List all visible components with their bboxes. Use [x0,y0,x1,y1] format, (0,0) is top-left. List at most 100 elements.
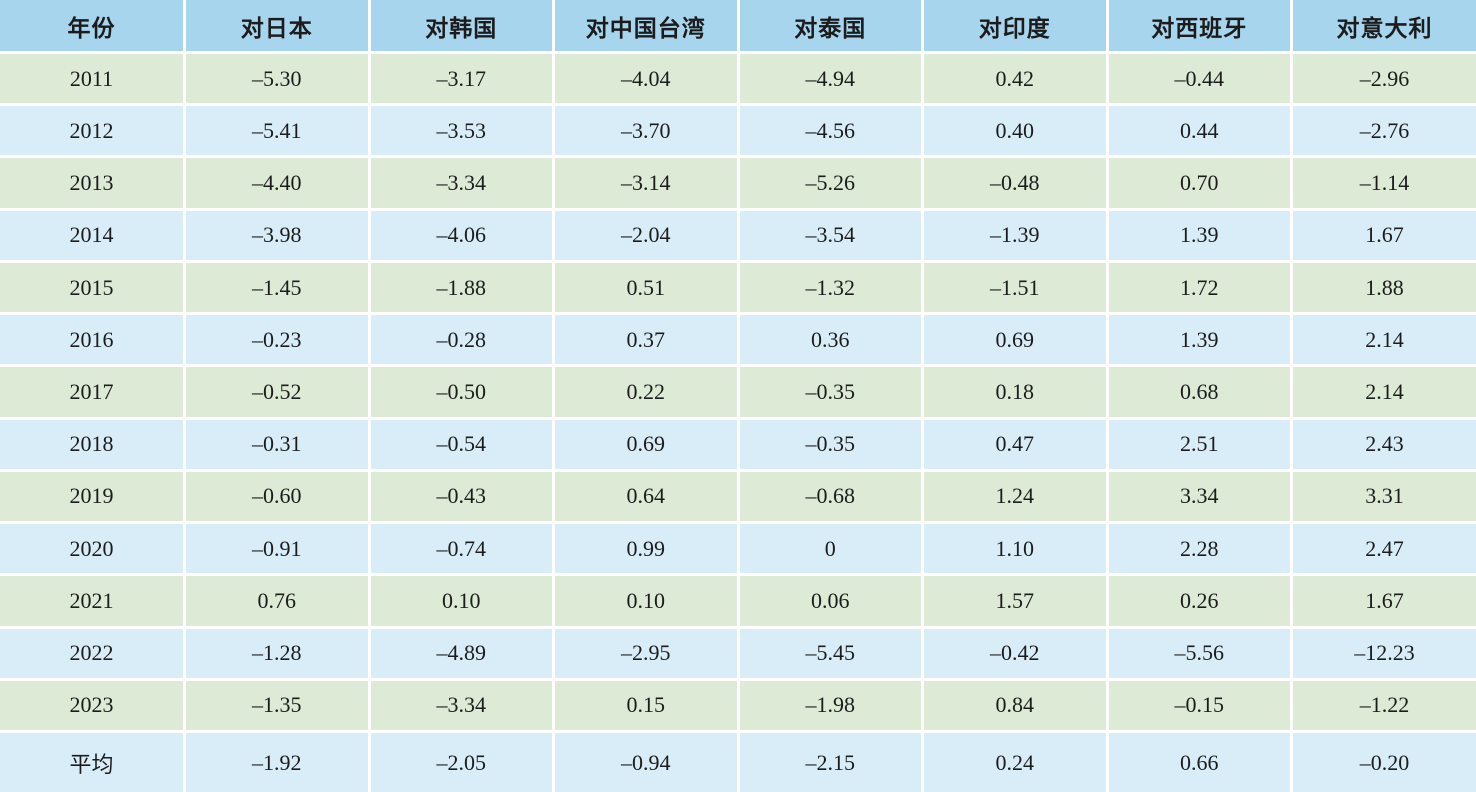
value-cell: 0.06 [736,573,924,629]
column-header-spain: 对西班牙 [1105,0,1293,54]
value-cell: 0.66 [1105,730,1293,792]
value-cell: –5.26 [736,155,924,211]
table-row: 2013 –4.40 –3.34 –3.14 –5.26 –0.48 0.70 … [0,155,1476,211]
value-cell: 3.31 [1290,468,1476,525]
year-cell: 2019 [0,468,186,525]
column-header-korea: 对韩国 [367,0,555,54]
value-cell: –0.28 [367,312,555,368]
table-row: 2015 –1.45 –1.88 0.51 –1.32 –1.51 1.72 1… [0,259,1476,316]
value-cell: –0.74 [367,521,555,577]
value-cell: 3.34 [1105,468,1293,525]
column-header-thailand: 对泰国 [736,0,924,54]
value-cell: 1.39 [1105,207,1293,263]
value-cell: –0.43 [367,468,555,525]
value-cell: –0.35 [736,416,924,472]
value-cell: 2.14 [1290,312,1476,368]
value-cell: –2.95 [552,625,740,681]
value-cell: –0.48 [921,155,1109,211]
value-cell: –1.28 [183,625,371,681]
value-cell: 1.72 [1105,259,1293,316]
table-row: 2017 –0.52 –0.50 0.22 –0.35 0.18 0.68 2.… [0,364,1476,420]
year-cell: 2017 [0,364,186,420]
value-cell: –4.56 [736,103,924,159]
value-cell: –0.44 [1105,50,1293,107]
value-cell: –1.35 [183,677,371,734]
year-cell: 2015 [0,259,186,316]
value-cell: 1.88 [1290,259,1476,316]
table-row: 2011 –5.30 –3.17 –4.04 –4.94 0.42 –0.44 … [0,50,1476,107]
table-row: 2020 –0.91 –0.74 0.99 0 1.10 2.28 2.47 [0,521,1476,577]
value-cell: –0.52 [183,364,371,420]
value-cell: 0.84 [921,677,1109,734]
value-cell: –1.92 [183,730,371,792]
column-header-year: 年份 [0,0,186,54]
value-cell: –1.88 [367,259,555,316]
year-cell: 2022 [0,625,186,681]
value-cell: –5.56 [1105,625,1293,681]
value-cell: 0 [736,521,924,577]
header-row: 年份 对日本 对韩国 对中国台湾 对泰国 对印度 对西班牙 对意大利 [0,0,1476,54]
value-cell: 1.67 [1290,573,1476,629]
value-cell: –3.14 [552,155,740,211]
value-cell: 0.68 [1105,364,1293,420]
value-cell: –3.70 [552,103,740,159]
value-cell: –0.15 [1105,677,1293,734]
value-cell: –0.31 [183,416,371,472]
table-row: 2018 –0.31 –0.54 0.69 –0.35 0.47 2.51 2.… [0,416,1476,472]
year-cell: 2021 [0,573,186,629]
year-cell: 2020 [0,521,186,577]
value-cell: –0.60 [183,468,371,525]
value-cell: –0.54 [367,416,555,472]
average-label-cell: 平均 [0,730,186,792]
value-cell: –12.23 [1290,625,1476,681]
value-cell: 0.36 [736,312,924,368]
table-row: 2012 –5.41 –3.53 –3.70 –4.56 0.40 0.44 –… [0,103,1476,159]
column-header-japan: 对日本 [183,0,371,54]
value-cell: –0.50 [367,364,555,420]
value-cell: 2.28 [1105,521,1293,577]
value-cell: 1.67 [1290,207,1476,263]
value-cell: –0.68 [736,468,924,525]
year-cell: 2016 [0,312,186,368]
value-cell: 0.22 [552,364,740,420]
value-cell: –5.41 [183,103,371,159]
value-cell: –4.06 [367,207,555,263]
value-cell: –3.34 [367,677,555,734]
value-cell: 0.10 [552,573,740,629]
value-cell: 1.10 [921,521,1109,577]
value-cell: 0.26 [1105,573,1293,629]
value-cell: –1.32 [736,259,924,316]
value-cell: 0.47 [921,416,1109,472]
value-cell: –4.89 [367,625,555,681]
value-cell: –5.30 [183,50,371,107]
year-cell: 2012 [0,103,186,159]
value-cell: –3.53 [367,103,555,159]
value-cell: –2.96 [1290,50,1476,107]
year-cell: 2014 [0,207,186,263]
value-cell: 0.18 [921,364,1109,420]
value-cell: –4.40 [183,155,371,211]
value-cell: 0.15 [552,677,740,734]
value-cell: 0.40 [921,103,1109,159]
value-cell: 1.24 [921,468,1109,525]
table-row-average: 平均 –1.92 –2.05 –0.94 –2.15 0.24 0.66 –0.… [0,730,1476,792]
value-cell: 0.64 [552,468,740,525]
year-cell: 2018 [0,416,186,472]
year-cell: 2011 [0,50,186,107]
value-cell: 2.43 [1290,416,1476,472]
value-cell: –0.42 [921,625,1109,681]
value-cell: –0.35 [736,364,924,420]
value-cell: –4.94 [736,50,924,107]
value-cell: –1.51 [921,259,1109,316]
value-cell: –2.05 [367,730,555,792]
value-cell: –2.04 [552,207,740,263]
value-cell: 1.39 [1105,312,1293,368]
value-cell: 0.44 [1105,103,1293,159]
value-cell: –3.34 [367,155,555,211]
value-cell: –0.20 [1290,730,1476,792]
value-cell: 0.99 [552,521,740,577]
column-header-taiwan: 对中国台湾 [552,0,740,54]
value-cell: 1.57 [921,573,1109,629]
table-row: 2022 –1.28 –4.89 –2.95 –5.45 –0.42 –5.56… [0,625,1476,681]
